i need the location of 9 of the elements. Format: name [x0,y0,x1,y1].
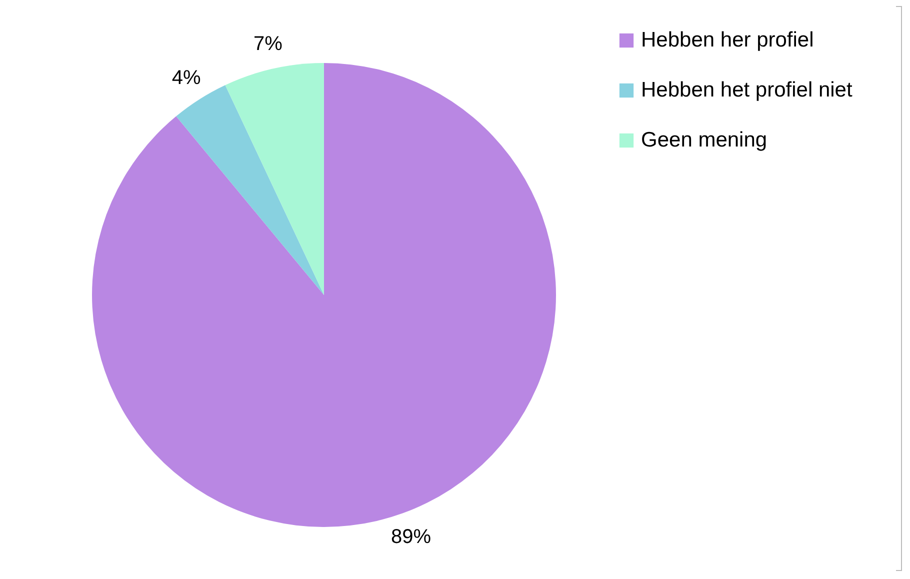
pie-slice [176,85,324,295]
legend-label: Geen mening [641,128,768,152]
data-label: 7% [253,33,283,56]
legend-label: Hebben her profiel [641,28,814,52]
legend-label: Hebben het profiel niet [641,78,852,102]
pie-slice [225,63,324,295]
data-label: 4% [172,67,201,90]
pie-slice [92,63,556,527]
data-label: 89% [391,526,432,548]
